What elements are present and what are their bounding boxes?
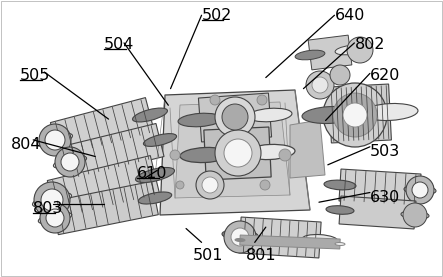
Ellipse shape bbox=[324, 180, 356, 190]
Ellipse shape bbox=[178, 113, 222, 127]
Circle shape bbox=[202, 177, 218, 193]
Ellipse shape bbox=[38, 212, 72, 224]
Text: 802: 802 bbox=[354, 37, 385, 52]
Circle shape bbox=[55, 147, 85, 177]
Circle shape bbox=[215, 130, 261, 176]
Ellipse shape bbox=[404, 185, 436, 195]
Polygon shape bbox=[240, 235, 340, 249]
Circle shape bbox=[306, 71, 334, 99]
Ellipse shape bbox=[138, 192, 172, 204]
Text: 501: 501 bbox=[193, 248, 223, 263]
Ellipse shape bbox=[32, 193, 71, 207]
Ellipse shape bbox=[295, 50, 325, 60]
Ellipse shape bbox=[335, 45, 365, 55]
Circle shape bbox=[46, 209, 64, 227]
Circle shape bbox=[215, 97, 255, 137]
Ellipse shape bbox=[302, 235, 338, 245]
Polygon shape bbox=[51, 98, 155, 157]
Circle shape bbox=[224, 139, 252, 167]
Text: 504: 504 bbox=[104, 37, 135, 52]
Polygon shape bbox=[329, 84, 392, 143]
Ellipse shape bbox=[38, 133, 73, 147]
Polygon shape bbox=[198, 93, 272, 142]
Circle shape bbox=[224, 221, 256, 253]
Circle shape bbox=[196, 171, 224, 199]
Text: 503: 503 bbox=[370, 144, 400, 159]
Ellipse shape bbox=[222, 230, 258, 240]
Circle shape bbox=[347, 37, 373, 63]
Ellipse shape bbox=[335, 242, 345, 245]
Polygon shape bbox=[239, 217, 321, 258]
Circle shape bbox=[45, 130, 65, 150]
Ellipse shape bbox=[362, 104, 418, 120]
Ellipse shape bbox=[245, 144, 295, 160]
Polygon shape bbox=[47, 156, 160, 219]
Ellipse shape bbox=[302, 106, 358, 124]
Circle shape bbox=[312, 77, 328, 93]
Circle shape bbox=[231, 228, 249, 246]
Text: 502: 502 bbox=[202, 8, 232, 23]
Circle shape bbox=[279, 149, 291, 161]
Text: 610: 610 bbox=[137, 166, 168, 181]
Circle shape bbox=[330, 65, 350, 85]
Circle shape bbox=[343, 103, 367, 127]
Polygon shape bbox=[160, 90, 310, 215]
Ellipse shape bbox=[136, 168, 175, 183]
Ellipse shape bbox=[401, 211, 429, 219]
Circle shape bbox=[323, 83, 387, 147]
Circle shape bbox=[40, 203, 70, 233]
Text: 801: 801 bbox=[246, 248, 276, 263]
Text: 630: 630 bbox=[370, 190, 400, 205]
Circle shape bbox=[412, 182, 428, 198]
Circle shape bbox=[222, 104, 248, 130]
Circle shape bbox=[176, 181, 184, 189]
Ellipse shape bbox=[144, 134, 177, 146]
Circle shape bbox=[39, 124, 71, 156]
Polygon shape bbox=[339, 169, 421, 206]
Polygon shape bbox=[52, 181, 158, 235]
Circle shape bbox=[61, 153, 79, 171]
Circle shape bbox=[170, 150, 180, 160]
Circle shape bbox=[403, 203, 427, 227]
Circle shape bbox=[260, 180, 270, 190]
Ellipse shape bbox=[132, 108, 167, 122]
Ellipse shape bbox=[54, 156, 86, 168]
Ellipse shape bbox=[180, 147, 230, 163]
Polygon shape bbox=[308, 35, 352, 70]
Circle shape bbox=[210, 95, 220, 105]
Text: 505: 505 bbox=[20, 68, 51, 83]
Text: 804: 804 bbox=[11, 137, 42, 152]
Circle shape bbox=[41, 189, 63, 211]
Polygon shape bbox=[290, 120, 325, 178]
Circle shape bbox=[333, 93, 377, 137]
Polygon shape bbox=[66, 124, 164, 178]
Polygon shape bbox=[175, 102, 290, 198]
Ellipse shape bbox=[248, 108, 292, 122]
Text: 803: 803 bbox=[33, 201, 64, 216]
Circle shape bbox=[406, 176, 434, 204]
Polygon shape bbox=[339, 196, 416, 229]
Ellipse shape bbox=[326, 206, 354, 214]
Polygon shape bbox=[204, 127, 271, 180]
Circle shape bbox=[257, 95, 267, 105]
Ellipse shape bbox=[235, 238, 245, 242]
Circle shape bbox=[34, 182, 70, 218]
Text: 620: 620 bbox=[370, 68, 400, 83]
Text: 640: 640 bbox=[334, 8, 365, 23]
